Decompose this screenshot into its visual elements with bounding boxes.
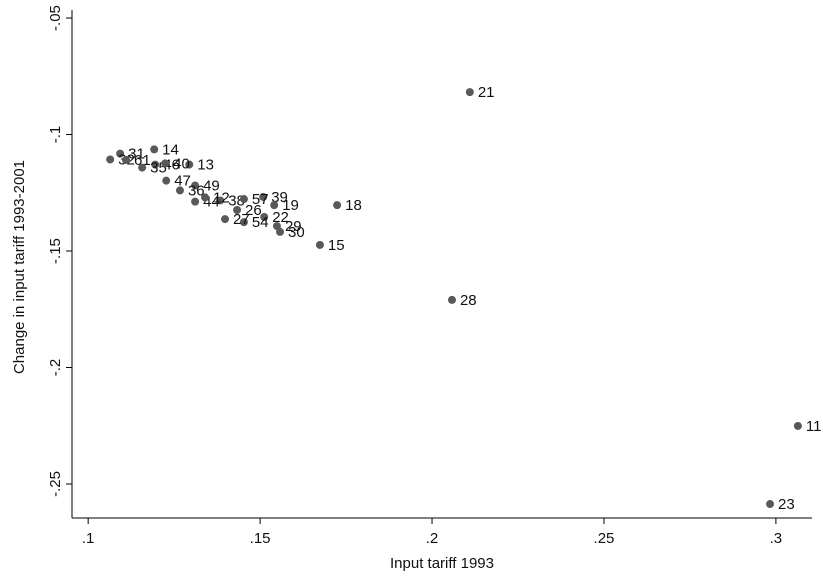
x-tick-label: .1 (82, 530, 95, 547)
point-label: 14 (162, 141, 179, 158)
point-label: 49 (203, 178, 220, 195)
point (447, 295, 456, 304)
point (233, 206, 242, 215)
x-tick-label: .3 (770, 530, 783, 547)
point (150, 145, 159, 154)
point (766, 500, 775, 509)
point (239, 195, 248, 204)
y-tick-label: -.15 (47, 238, 64, 264)
point-label: 15 (328, 237, 345, 254)
point (175, 186, 184, 195)
x-tick-label: .2 (426, 530, 439, 547)
point-label: 18 (345, 197, 362, 214)
point-label: 31 (128, 146, 145, 163)
point-label: 26 (245, 202, 262, 219)
point-label: 19 (282, 197, 299, 214)
x-tick-label: .15 (250, 530, 271, 547)
point (201, 193, 210, 202)
point (138, 163, 147, 172)
point-label: 12 (213, 189, 230, 206)
point-label: 47 (174, 173, 191, 190)
point (315, 240, 324, 249)
point-label: 21 (478, 84, 495, 101)
y-tick-label: -.25 (47, 471, 64, 497)
point-label: 28 (460, 292, 477, 309)
point (161, 159, 170, 168)
point-label: 27 (233, 211, 250, 228)
point-label: 30 (288, 224, 305, 241)
point (239, 218, 248, 227)
point-label: 23 (778, 496, 795, 513)
point-label: 13 (197, 157, 214, 174)
point (793, 421, 802, 430)
point-label: 22 (272, 209, 289, 226)
x-tick-label: .25 (594, 530, 615, 547)
point (270, 201, 279, 210)
point (116, 149, 125, 158)
point-label: 57 (252, 191, 269, 208)
point (260, 212, 269, 221)
point-label: 54 (252, 214, 269, 231)
y-tick-label: -.2 (47, 359, 64, 377)
point (191, 197, 200, 206)
point (221, 215, 230, 224)
point (162, 176, 171, 185)
point-label: 11 (806, 418, 822, 435)
point (216, 196, 225, 205)
point (276, 227, 285, 236)
point-label: 40 (173, 155, 190, 172)
y-axis-label: Change in input tariff 1993-2001 (11, 160, 28, 374)
y-tick-label: -.1 (47, 126, 64, 144)
point (151, 160, 160, 169)
point (465, 88, 474, 97)
point-label: 29 (285, 218, 302, 235)
point (259, 192, 268, 201)
point (191, 181, 200, 190)
point-label: 61 (134, 152, 151, 169)
point (121, 155, 130, 164)
x-axis-label: Input tariff 1993 (390, 555, 494, 572)
y-tick-label: -.05 (47, 5, 64, 31)
point (185, 160, 194, 169)
point-label: 36 (188, 182, 205, 199)
point (333, 201, 342, 210)
point (106, 155, 115, 164)
